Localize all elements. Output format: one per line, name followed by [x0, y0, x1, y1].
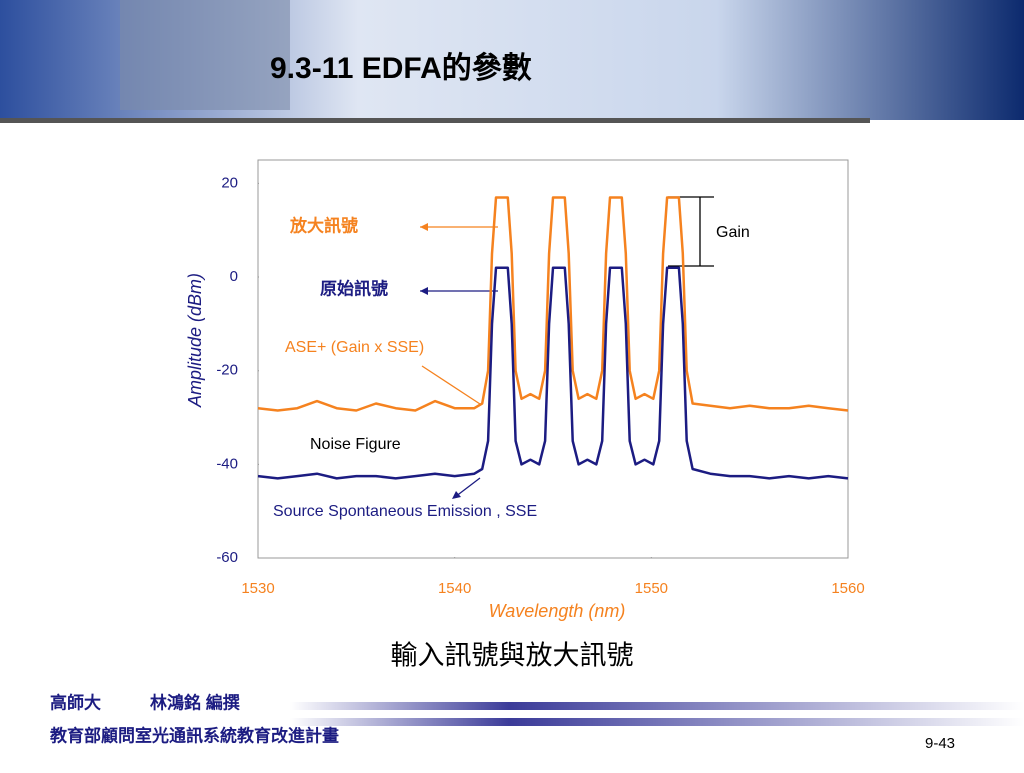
- annotation: Noise Figure: [310, 436, 401, 453]
- series-line: [257, 266, 849, 480]
- x-tick-label: 1550: [635, 580, 668, 597]
- footer-bar: [290, 718, 1024, 726]
- slide-title: 9.3-11 EDFA的參數: [270, 51, 532, 85]
- x-tick-label: 1540: [438, 580, 471, 597]
- y-tick-label: -20: [216, 362, 238, 379]
- footer-school: 高師大: [50, 692, 101, 712]
- header-device: [120, 0, 290, 110]
- footer-author: 林鴻銘 編撰: [150, 692, 240, 712]
- page-number: 9-43: [925, 735, 955, 752]
- annotation: 原始訊號: [320, 279, 388, 300]
- y-tick-label: -60: [216, 549, 238, 566]
- arrow-head: [452, 491, 461, 499]
- arrow: [454, 477, 481, 498]
- header-rule: [0, 118, 870, 123]
- x-axis-label: Wavelength (nm): [489, 601, 626, 621]
- annotation: Source Spontaneous Emission , SSE: [273, 503, 537, 520]
- y-tick-label: -40: [216, 455, 238, 472]
- annotation: Gain: [716, 224, 750, 241]
- arrow: [421, 365, 481, 405]
- caption: 輸入訊號與放大訊號: [391, 641, 634, 672]
- y-tick-label: 0: [230, 268, 238, 285]
- annotation: ASE+ (Gain x SSE): [285, 339, 424, 356]
- arrows: [420, 196, 714, 499]
- footer-program: 教育部顧問室光通訊系統教育改進計畫: [49, 725, 339, 745]
- x-tick-label: 1530: [241, 580, 274, 597]
- footer-bar: [290, 702, 1024, 710]
- series-line: [257, 196, 849, 412]
- plot-frame: [257, 159, 849, 559]
- annotation: 放大訊號: [289, 216, 358, 237]
- y-tick-label: 20: [221, 174, 238, 191]
- arrow-head: [420, 223, 428, 231]
- x-tick-label: 1560: [831, 580, 864, 597]
- arrow-head: [420, 287, 428, 295]
- y-axis-label: Amplitude (dBm): [185, 273, 205, 408]
